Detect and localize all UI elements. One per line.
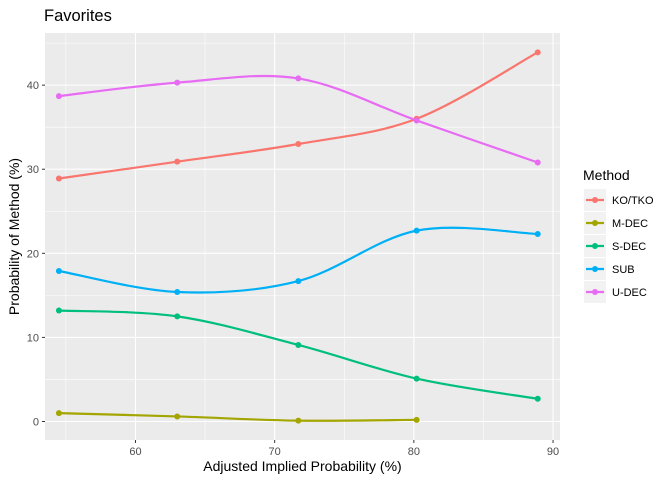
data-point-s-dec bbox=[413, 375, 420, 382]
legend-item-m-dec: M-DEC bbox=[584, 212, 648, 234]
data-point-sub bbox=[174, 289, 181, 295]
data-point-u-dec bbox=[295, 75, 302, 82]
legend-key-point bbox=[592, 266, 598, 272]
data-point-sub bbox=[295, 278, 302, 285]
data-point-u-dec bbox=[55, 93, 62, 100]
y-tick-label: 20 bbox=[27, 248, 39, 260]
data-point-u-dec bbox=[174, 79, 181, 86]
legend-key-point bbox=[592, 289, 598, 295]
x-tick-label: 70 bbox=[269, 446, 281, 458]
data-point-m-dec bbox=[295, 417, 302, 424]
y-tick-label: 30 bbox=[27, 164, 39, 176]
series-layer bbox=[55, 49, 541, 424]
data-point-m-dec bbox=[55, 410, 62, 417]
legend: Method KO/TKO M-DEC S-DEC SUB U-DEC bbox=[583, 167, 654, 303]
data-point-u-dec bbox=[413, 117, 420, 124]
data-point-s-dec bbox=[174, 313, 181, 320]
legend-key-point bbox=[592, 220, 598, 226]
data-point-u-dec bbox=[534, 159, 541, 166]
x-axis: 60 70 80 90 bbox=[129, 440, 559, 458]
data-point-ko-tko bbox=[534, 49, 541, 56]
legend-label: S-DEC bbox=[612, 241, 646, 253]
legend-label: SUB bbox=[612, 264, 635, 276]
x-tick-label: 80 bbox=[408, 446, 420, 458]
legend-label: M-DEC bbox=[612, 218, 648, 230]
data-point-sub bbox=[534, 230, 541, 237]
data-point-m-dec bbox=[174, 413, 181, 420]
legend-label: KO/TKO bbox=[612, 195, 654, 207]
data-point-sub bbox=[55, 267, 62, 274]
data-point-s-dec bbox=[295, 341, 302, 348]
data-point-sub bbox=[413, 227, 420, 234]
series-line-m-dec bbox=[57, 411, 418, 422]
plot-panel bbox=[45, 33, 560, 440]
legend-label: U-DEC bbox=[612, 287, 647, 299]
y-axis: 0 10 20 30 40 bbox=[27, 80, 45, 429]
data-point-ko-tko bbox=[174, 158, 181, 165]
y-axis-label: Probability of Method (%) bbox=[6, 158, 22, 315]
legend-title: Method bbox=[583, 167, 630, 183]
data-point-ko-tko bbox=[295, 141, 302, 147]
y-tick-label: 40 bbox=[27, 80, 39, 92]
legend-item-ko-tko: KO/TKO bbox=[584, 189, 654, 211]
data-point-s-dec bbox=[534, 395, 541, 402]
x-axis-label: Adjusted Implied Probability (%) bbox=[203, 458, 401, 474]
y-tick-label: 0 bbox=[33, 417, 39, 429]
data-point-m-dec bbox=[413, 416, 420, 423]
data-point-ko-tko bbox=[55, 175, 62, 182]
legend-item-s-dec: S-DEC bbox=[584, 235, 646, 257]
grid-minor bbox=[45, 33, 560, 440]
legend-key-point bbox=[592, 243, 598, 249]
legend-item-u-dec: U-DEC bbox=[584, 281, 647, 303]
legend-key-point bbox=[592, 197, 598, 203]
legend-item-sub: SUB bbox=[584, 258, 635, 280]
x-tick-label: 90 bbox=[547, 446, 559, 458]
y-tick-label: 10 bbox=[27, 332, 39, 344]
chart-title: Favorites bbox=[44, 7, 112, 25]
x-tick-label: 60 bbox=[129, 446, 141, 458]
data-point-s-dec bbox=[55, 307, 62, 314]
